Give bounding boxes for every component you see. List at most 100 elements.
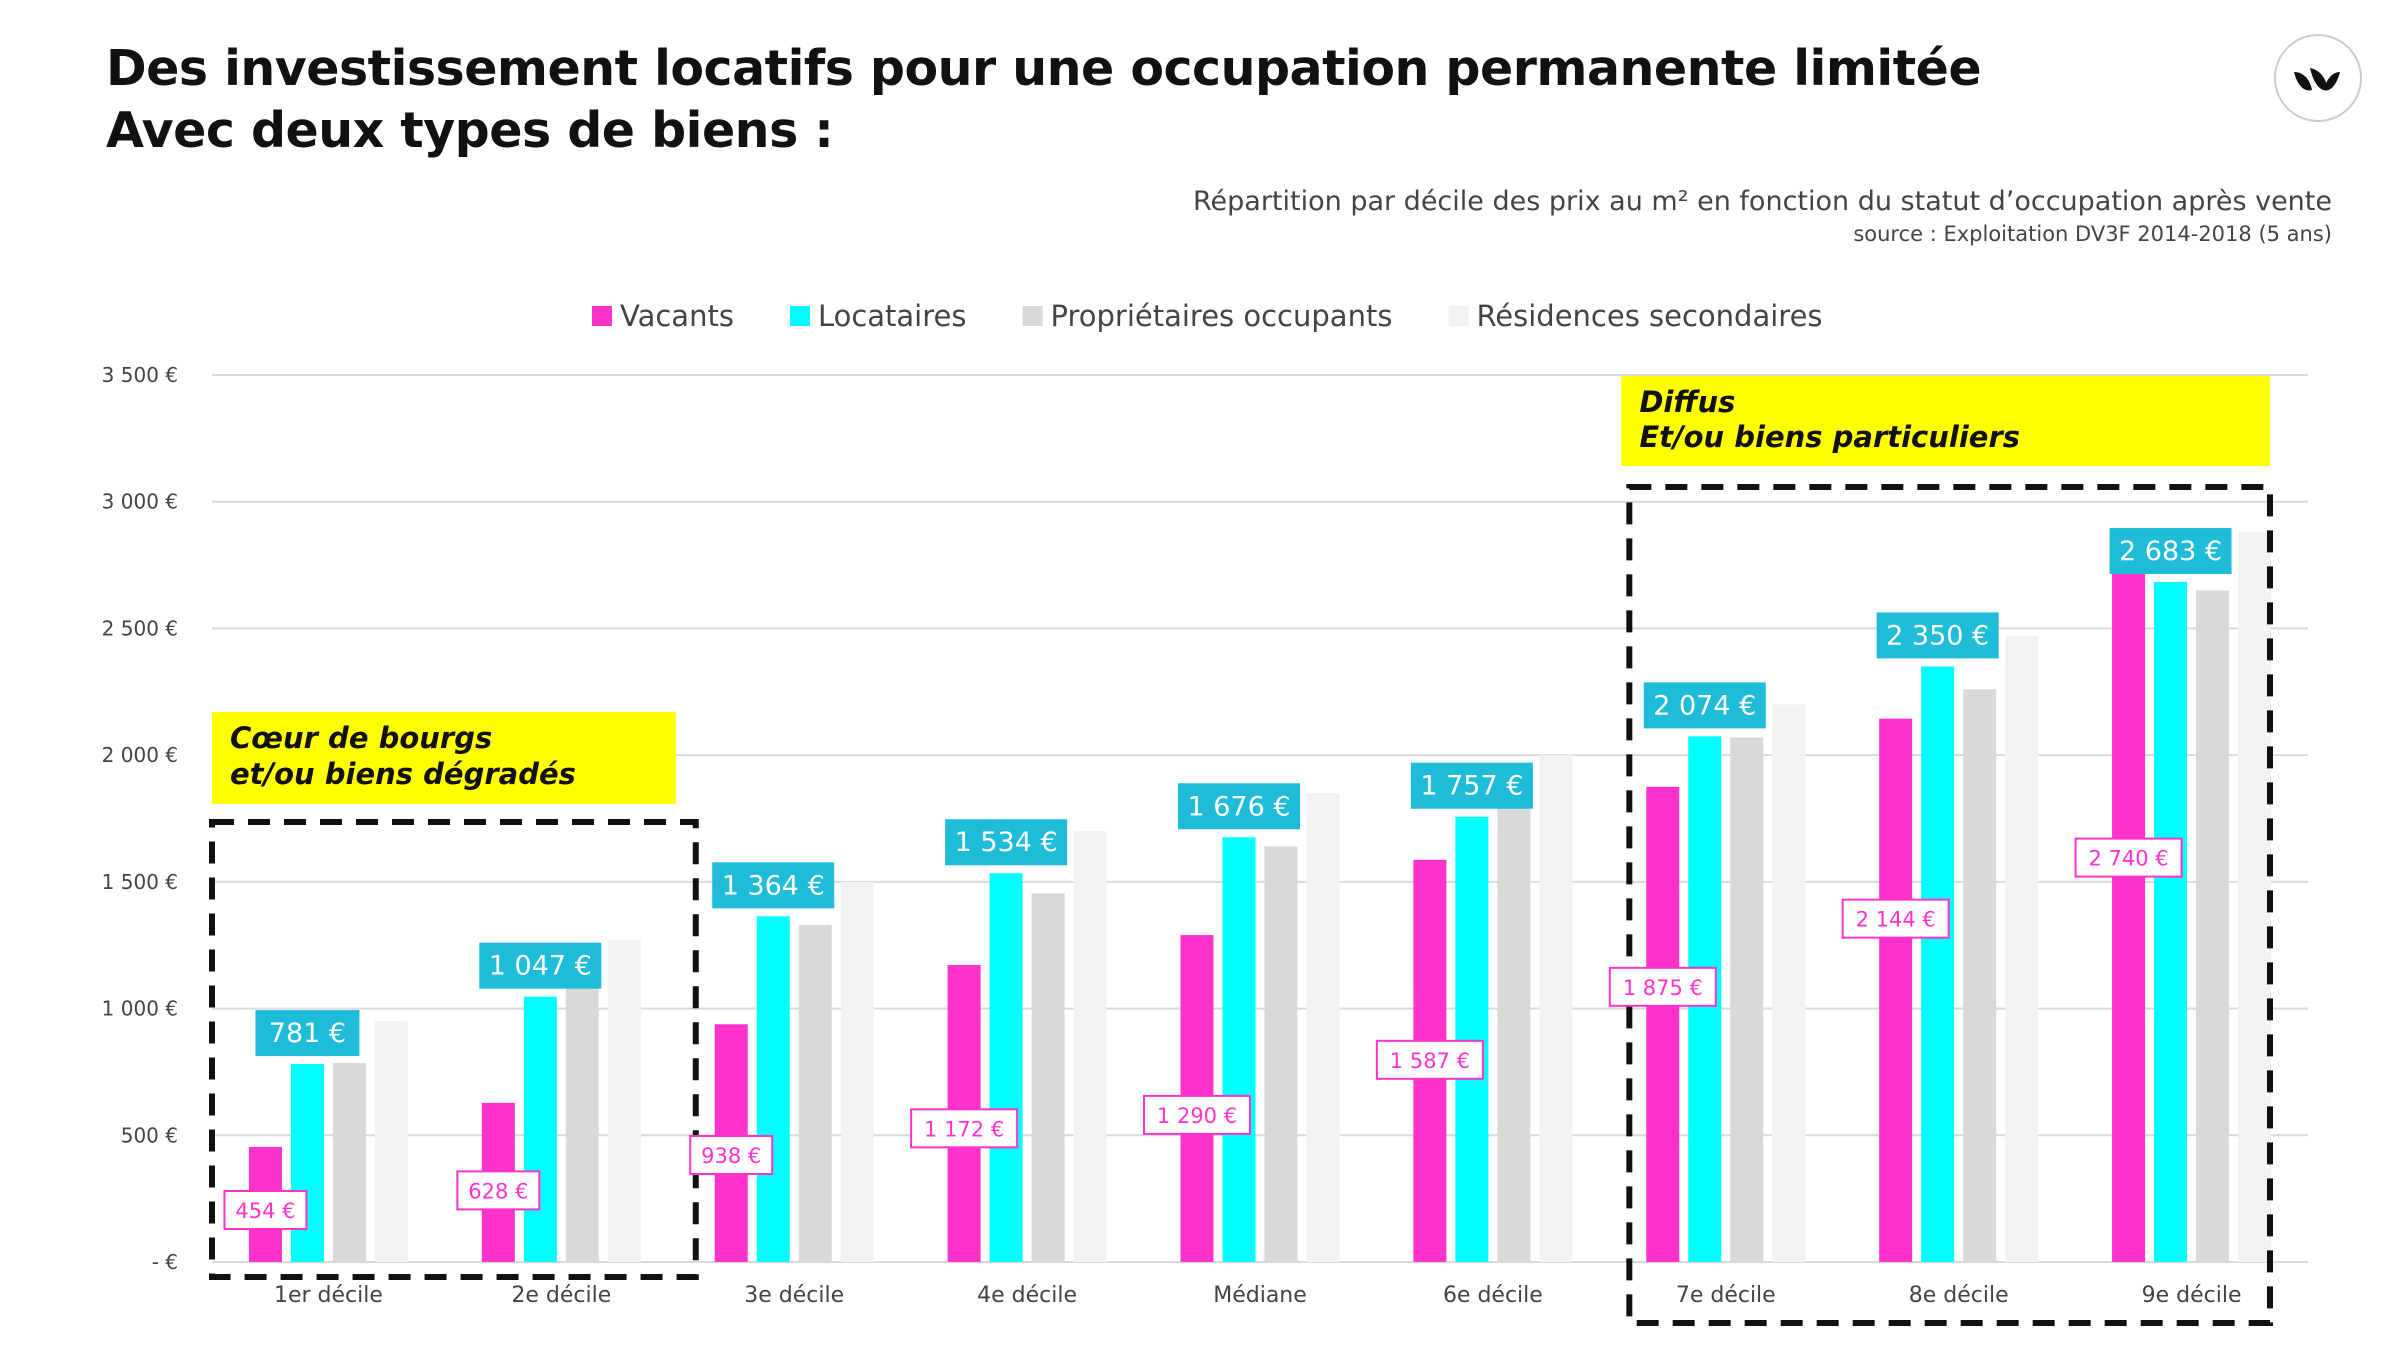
- locataires-value-label: 2 074 €: [1653, 690, 1756, 721]
- x-tick-label: 4e décile: [977, 1283, 1077, 1308]
- vacants-value-badge: [456, 1170, 541, 1211]
- bar: [1921, 666, 1955, 1262]
- locataires-value-badge: [1643, 682, 1766, 729]
- legend-label: Résidences secondaires: [1476, 299, 1822, 333]
- locataires-value-label: 1 757 €: [1420, 771, 1523, 802]
- vacants-value-label: 454 €: [235, 1199, 295, 1223]
- bar: [1497, 805, 1531, 1262]
- vacants-value-label: 1 172 €: [924, 1117, 1004, 1141]
- bar: [2154, 582, 2188, 1262]
- locataires-value-label: 2 683 €: [2119, 536, 2222, 567]
- x-tick-label: 3e décile: [744, 1283, 844, 1308]
- locataires-value-badge: [945, 819, 1068, 866]
- vacants-value-badge: [1608, 966, 1717, 1007]
- locataires-value-badge: [1876, 612, 1999, 659]
- vacants-value-badge: [2074, 837, 2183, 878]
- bar: [607, 940, 641, 1262]
- vacants-value-label: 2 144 €: [1856, 908, 1936, 932]
- bar: [1264, 846, 1298, 1262]
- x-tick-label: 2e décile: [511, 1283, 611, 1308]
- bar: [332, 1063, 366, 1262]
- bar: [1772, 704, 1806, 1262]
- locataires-value-label: 1 676 €: [1187, 791, 1290, 822]
- bar: [1222, 837, 1256, 1262]
- y-tick-label: 2 500 €: [102, 616, 178, 640]
- x-tick-label: 9e décile: [2142, 1283, 2242, 1308]
- vacants-value-badge: [223, 1190, 308, 1230]
- bar: [1031, 893, 1065, 1262]
- vacants-value-badge: [689, 1135, 774, 1176]
- bar: [1539, 755, 1573, 1262]
- vacants-value-label: 628 €: [468, 1179, 528, 1203]
- bar: [565, 983, 599, 1262]
- annotation-left-line-1: Cœur de bourgs: [230, 721, 492, 755]
- locataires-value-label: 1 364 €: [722, 870, 825, 901]
- locataires-value-label: 1 047 €: [489, 951, 592, 982]
- bar: [2005, 636, 2039, 1262]
- locataires-value-label: 1 534 €: [955, 827, 1058, 858]
- legend-swatch: [592, 306, 612, 326]
- vacants-value-label: 2 740 €: [2088, 847, 2168, 871]
- y-tick-label: 3 000 €: [102, 490, 178, 514]
- bar: [2112, 567, 2146, 1262]
- annotation-right-line-2: Et/ou biens particuliers: [1639, 420, 2020, 454]
- dashed-box-right: [1626, 484, 2274, 1326]
- y-tick-label: 3 500 €: [102, 363, 178, 387]
- annotation-right-line-1: Diffus: [1639, 385, 1735, 419]
- locataires-value-badge: [479, 942, 602, 989]
- x-tick-label: 1er décile: [274, 1283, 383, 1308]
- bar: [2238, 532, 2272, 1262]
- legend-label: Propriétaires occupants: [1050, 299, 1392, 333]
- vacants-value-label: 1 587 €: [1390, 1049, 1470, 1073]
- logo: [2274, 34, 2362, 122]
- vacants-value-badge: [1375, 1039, 1484, 1080]
- bar: [1879, 718, 1913, 1262]
- vacants-value-label: 1 875 €: [1623, 976, 1703, 1000]
- locataires-value-badge: [1410, 762, 1533, 809]
- y-tick-label: 500 €: [121, 1123, 178, 1147]
- x-tick-label: 6e décile: [1443, 1283, 1543, 1308]
- bar: [1646, 786, 1680, 1262]
- vacants-value-label: 938 €: [701, 1144, 761, 1168]
- bar: [1730, 737, 1764, 1262]
- bar: [1963, 689, 1997, 1262]
- locataires-value-badge: [712, 862, 835, 909]
- legend-label: Locataires: [818, 299, 967, 333]
- y-tick-label: 2 000 €: [102, 743, 178, 767]
- bar: [1455, 816, 1489, 1262]
- locataires-value-badge: [255, 1010, 360, 1057]
- bar: [1073, 831, 1107, 1262]
- page-title: Des investissement locatifs pour une occ…: [106, 38, 1982, 162]
- vacants-value-badge: [910, 1108, 1019, 1149]
- locataires-value-label: 2 350 €: [1886, 620, 1989, 651]
- legend-swatch: [1022, 306, 1043, 326]
- vacants-value-badge: [1841, 898, 1950, 939]
- bar: [798, 924, 832, 1262]
- y-tick-label: - €: [152, 1250, 178, 1274]
- locataires-value-badge: [1178, 783, 1300, 830]
- title-line-2: Avec deux types de biens :: [106, 102, 834, 159]
- bar: [756, 916, 790, 1262]
- title-line-1: Des investissement locatifs pour une occ…: [106, 40, 1982, 97]
- legend-swatch: [1448, 306, 1469, 326]
- locataires-value-badge: [2109, 528, 2232, 575]
- x-tick-label: 8e décile: [1909, 1283, 2009, 1308]
- annotation-box-left: [212, 712, 676, 804]
- annotation-left-line-2: et/ou biens dégradés: [230, 757, 576, 791]
- bar: [2196, 590, 2230, 1262]
- y-tick-label: 1 000 €: [102, 997, 178, 1021]
- x-tick-label: 7e décile: [1676, 1283, 1776, 1308]
- bar: [290, 1064, 324, 1262]
- annotation-box-right: [1621, 376, 2270, 466]
- y-tick-label: 1 500 €: [102, 870, 178, 894]
- chart-source: source : Exploitation DV3F 2014-2018 (5 …: [1853, 222, 2332, 246]
- chart-subtitle: Répartition par décile des prix au m² en…: [1192, 186, 2332, 217]
- x-tick-label: Médiane: [1213, 1283, 1307, 1308]
- bar: [989, 873, 1023, 1262]
- legend-label: Vacants: [620, 299, 734, 333]
- bar: [840, 881, 874, 1262]
- vacants-value-label: 1 290 €: [1157, 1104, 1237, 1128]
- bar: [374, 1021, 408, 1262]
- leaves-logo-icon: [2294, 68, 2340, 91]
